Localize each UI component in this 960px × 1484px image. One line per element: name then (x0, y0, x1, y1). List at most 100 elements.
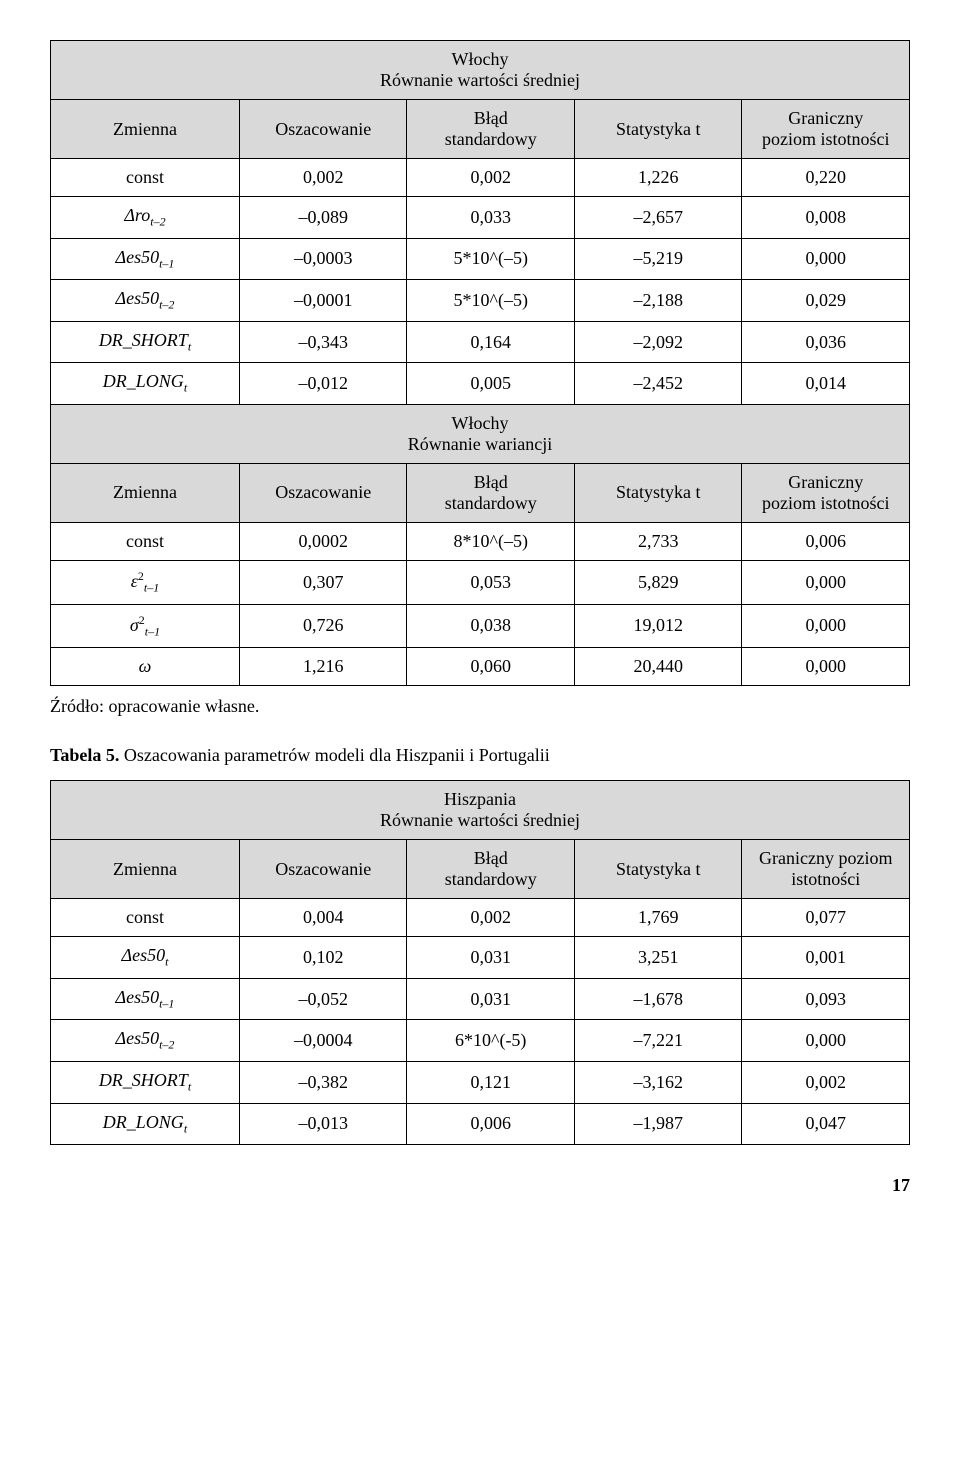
data-cell: 0,077 (742, 899, 910, 937)
table-spain: Hiszpania Równanie wartości średniej Zmi… (50, 780, 910, 1145)
data-cell: 0,000 (742, 1020, 910, 1062)
data-cell: 0,0002 (239, 522, 407, 560)
var-cell: Δes50t–1 (51, 978, 240, 1020)
data-cell: –0,382 (239, 1061, 407, 1103)
table-row: const0,00028*10^(–5)2,7330,006 (51, 522, 910, 560)
var-cell: ω (51, 648, 240, 686)
var-cell: Δes50t–2 (51, 1020, 240, 1062)
section-title-l1: Włochy (452, 49, 509, 69)
col-tstat: Statystyka t (574, 100, 742, 159)
data-cell: 0,038 (407, 604, 575, 648)
data-cell: –0,0001 (239, 280, 407, 322)
data-cell: 0,726 (239, 604, 407, 648)
table-row: σ2t–10,7260,03819,0120,000 (51, 604, 910, 648)
col-pval: Graniczny poziom istotności (742, 840, 910, 899)
data-cell: 0,000 (742, 560, 910, 604)
data-cell: 0,121 (407, 1061, 575, 1103)
col-pval: Graniczny poziom istotności (742, 100, 910, 159)
caption-label: Tabela 5. (50, 745, 119, 765)
data-cell: 0,002 (742, 1061, 910, 1103)
table-section-head: Włochy Równanie wariancji (51, 404, 910, 463)
data-cell: 0,004 (239, 899, 407, 937)
data-cell: –0,0004 (239, 1020, 407, 1062)
data-cell: 0,102 (239, 937, 407, 979)
section-title: Hiszpania Równanie wartości średniej (51, 781, 910, 840)
table-row: Δes50t–1–0,0520,031–1,6780,093 (51, 978, 910, 1020)
data-cell: 0,000 (742, 238, 910, 280)
data-cell: –0,089 (239, 197, 407, 239)
col-pval-text: Graniczny poziom istotności (762, 472, 890, 513)
col-var: Zmienna (51, 463, 240, 522)
data-cell: 5*10^(–5) (407, 280, 575, 322)
table-col-head: Zmienna Oszacowanie Błąd standardowy Sta… (51, 100, 910, 159)
table-row: DR_LONGt–0,0130,006–1,9870,047 (51, 1103, 910, 1145)
col-se: Błąd standardowy (407, 100, 575, 159)
var-cell: σ2t–1 (51, 604, 240, 648)
data-cell: 0,000 (742, 648, 910, 686)
section-title-l1: Hiszpania (444, 789, 516, 809)
data-cell: 0,002 (407, 899, 575, 937)
table-row: Δes50t–2–0,00015*10^(–5)–2,1880,029 (51, 280, 910, 322)
data-cell: 6*10^(-5) (407, 1020, 575, 1062)
var-cell: const (51, 159, 240, 197)
source-note: Źródło: opracowanie własne. (50, 696, 910, 717)
data-cell: 0,033 (407, 197, 575, 239)
col-se-text: Błąd standardowy (445, 472, 537, 513)
var-cell: const (51, 899, 240, 937)
data-cell: 0,220 (742, 159, 910, 197)
var-cell: Δes50t (51, 937, 240, 979)
data-cell: 20,440 (574, 648, 742, 686)
table-row: DR_SHORTt–0,3820,121–3,1620,002 (51, 1061, 910, 1103)
data-cell: –2,452 (574, 363, 742, 405)
table-row: Δes50t–2–0,00046*10^(-5)–7,2210,000 (51, 1020, 910, 1062)
data-cell: 0,002 (239, 159, 407, 197)
data-cell: –5,219 (574, 238, 742, 280)
col-se-text: Błąd standardowy (445, 108, 537, 149)
table-caption: Tabela 5. Oszacowania parametrów modeli … (50, 745, 910, 766)
col-est: Oszacowanie (239, 100, 407, 159)
section-title-l2: Równanie wariancji (408, 434, 552, 454)
data-cell: –0,0003 (239, 238, 407, 280)
data-cell: 0,001 (742, 937, 910, 979)
table-col-head: Zmienna Oszacowanie Błąd standardowy Sta… (51, 463, 910, 522)
data-cell: 0,006 (742, 522, 910, 560)
data-cell: –1,678 (574, 978, 742, 1020)
data-cell: 0,006 (407, 1103, 575, 1145)
col-var: Zmienna (51, 840, 240, 899)
data-cell: –0,013 (239, 1103, 407, 1145)
var-cell: DR_SHORTt (51, 321, 240, 363)
var-cell: Δrot–2 (51, 197, 240, 239)
data-cell: 5*10^(–5) (407, 238, 575, 280)
data-cell: 5,829 (574, 560, 742, 604)
col-est: Oszacowanie (239, 463, 407, 522)
var-cell: const (51, 522, 240, 560)
page-number: 17 (50, 1175, 910, 1196)
data-cell: 0,053 (407, 560, 575, 604)
section-title-l2: Równanie wartości średniej (380, 70, 580, 90)
var-cell: DR_LONGt (51, 363, 240, 405)
data-cell: 3,251 (574, 937, 742, 979)
data-cell: 0,002 (407, 159, 575, 197)
data-cell: 1,769 (574, 899, 742, 937)
col-est: Oszacowanie (239, 840, 407, 899)
data-cell: –0,012 (239, 363, 407, 405)
data-cell: –7,221 (574, 1020, 742, 1062)
caption-text: Oszacowania parametrów modeli dla Hiszpa… (119, 745, 549, 765)
data-cell: –0,052 (239, 978, 407, 1020)
data-cell: –3,162 (574, 1061, 742, 1103)
data-cell: 1,216 (239, 648, 407, 686)
col-pval-text: Graniczny poziom istotności (762, 108, 890, 149)
table-row: Δes50t0,1020,0313,2510,001 (51, 937, 910, 979)
data-cell: 0,031 (407, 937, 575, 979)
data-cell: –2,657 (574, 197, 742, 239)
table-row: Δes50t–1–0,00035*10^(–5)–5,2190,000 (51, 238, 910, 280)
data-cell: 0,307 (239, 560, 407, 604)
section-title-l2: Równanie wartości średniej (380, 810, 580, 830)
data-cell: 1,226 (574, 159, 742, 197)
table-row: DR_SHORTt–0,3430,164–2,0920,036 (51, 321, 910, 363)
col-se: Błąd standardowy (407, 463, 575, 522)
data-cell: 0,036 (742, 321, 910, 363)
data-cell: 0,000 (742, 604, 910, 648)
data-cell: –2,188 (574, 280, 742, 322)
section-title-l1: Włochy (452, 413, 509, 433)
